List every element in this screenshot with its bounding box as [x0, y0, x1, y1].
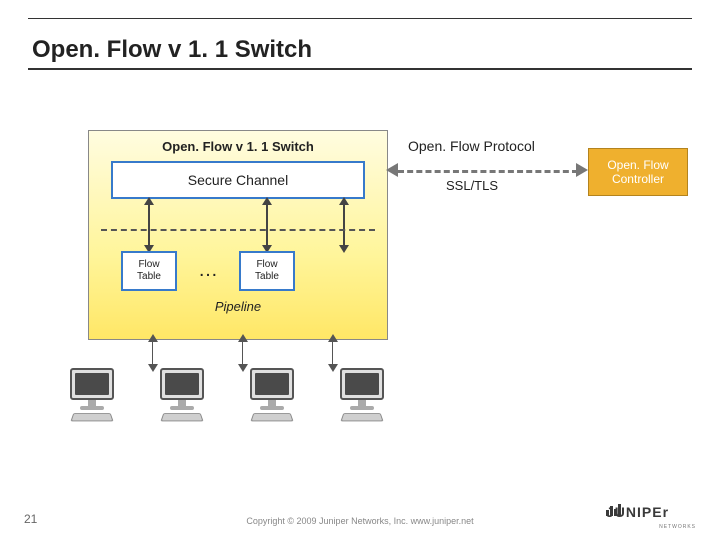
- diagram-stage: Open. Flow v 1. 1 Switch Secure Channel …: [28, 110, 692, 470]
- dash-arrow-right: [574, 160, 588, 185]
- computer-icon-1: [66, 368, 120, 424]
- computer-icon-3: [246, 368, 300, 424]
- secure-channel-label: Secure Channel: [188, 172, 288, 188]
- switch-box-title: Open. Flow v 1. 1 Switch: [89, 139, 387, 154]
- switch-inner-dash: [101, 229, 375, 231]
- slide-title: Open. Flow v 1. 1 Switch: [32, 36, 312, 64]
- title-underline: [28, 68, 692, 70]
- connector-sc-ft2: [266, 203, 268, 247]
- connector-sc-ft1: [148, 203, 150, 247]
- juniper-logo: JUNIPEr NETWORKS: [606, 502, 696, 530]
- top-rule: [28, 18, 692, 19]
- flow-table-ellipsis: …: [185, 259, 235, 282]
- computer-icon-4: [336, 368, 390, 424]
- controller-label: Open. Flow Controller: [607, 158, 668, 186]
- ssl-tls-label: SSL/TLS: [446, 178, 498, 193]
- protocol-dashed-link: [398, 170, 578, 173]
- openflow-switch-box: Open. Flow v 1. 1 Switch Secure Channel …: [88, 130, 388, 340]
- link-pc-1: [152, 340, 153, 366]
- openflow-controller-box: Open. Flow Controller: [588, 148, 688, 196]
- openflow-protocol-label: Open. Flow Protocol: [408, 138, 535, 154]
- link-pc-2: [242, 340, 243, 366]
- flow-table-1-label: Flow Table: [137, 259, 161, 283]
- secure-channel-box: Secure Channel: [111, 161, 365, 199]
- pipeline-label: Pipeline: [89, 299, 387, 314]
- link-pc-3: [332, 340, 333, 366]
- flow-table-2: Flow Table: [239, 251, 295, 291]
- logo-text: JUNIPEr: [606, 504, 669, 520]
- logo-subtext: NETWORKS: [659, 524, 696, 530]
- flow-table-2-label: Flow Table: [255, 259, 279, 283]
- connector-sc-right: [343, 203, 345, 247]
- computer-icon-2: [156, 368, 210, 424]
- dash-arrow-left: [386, 160, 400, 185]
- flow-table-1: Flow Table: [121, 251, 177, 291]
